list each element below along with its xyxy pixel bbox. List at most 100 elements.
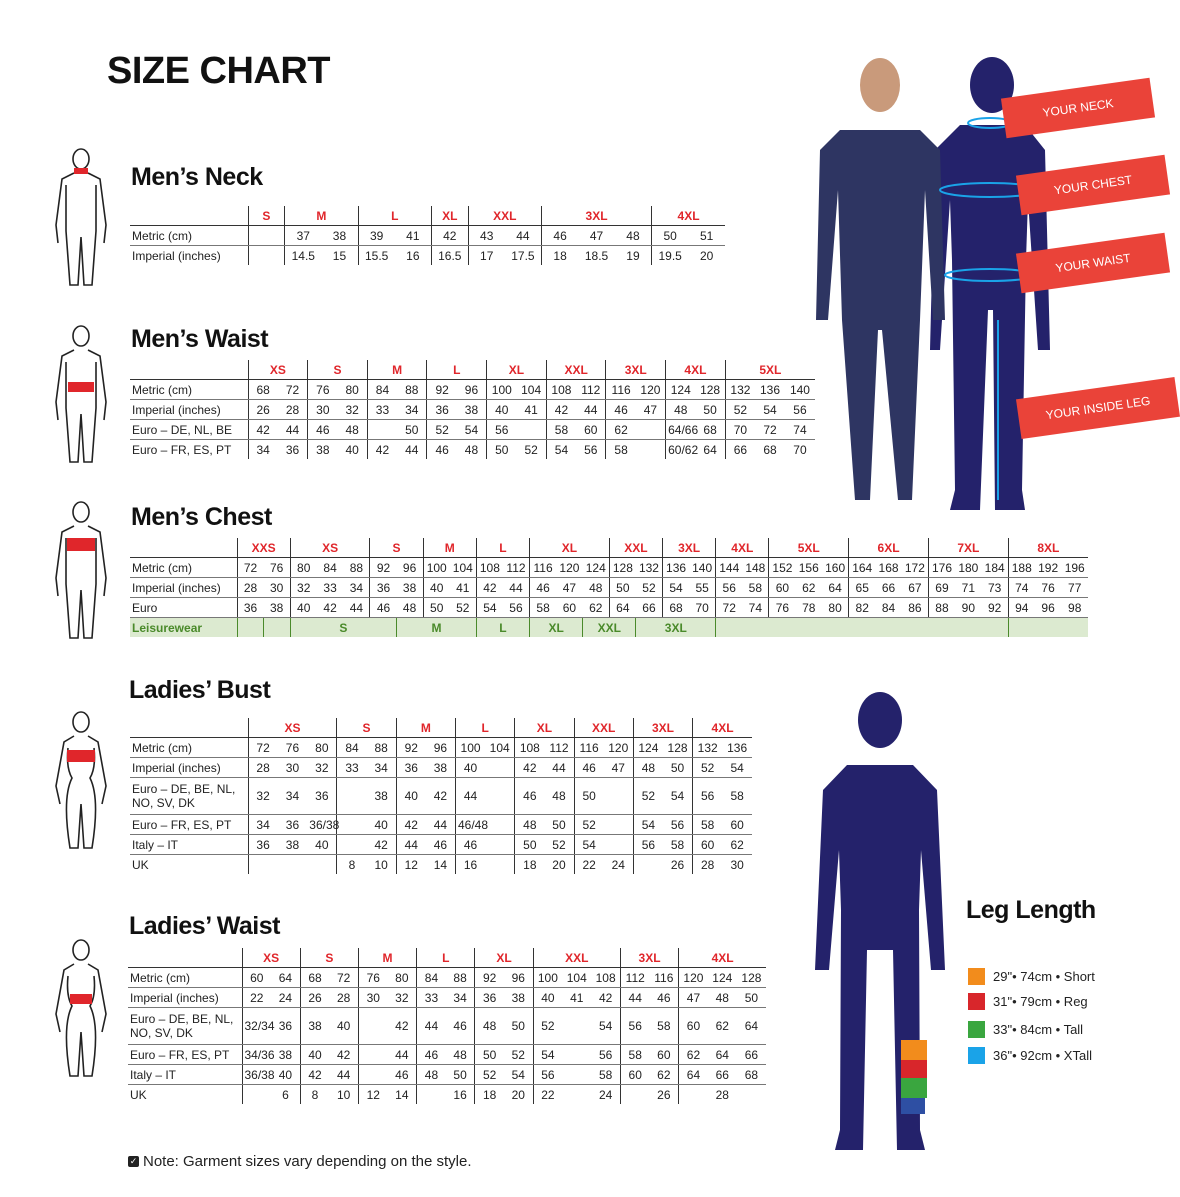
size-value-cell: 20: [552, 857, 566, 872]
size-value-cell: 40: [486, 399, 517, 420]
size-value-cell: 112: [576, 379, 606, 400]
size-value-cell: 30: [263, 577, 291, 598]
size-value-cell: 46: [426, 439, 457, 459]
empty-cell: [130, 538, 237, 558]
size-value-cell: 76: [768, 597, 796, 618]
table-row: Euro – DE, NL, BE 42 44 46 48 50 52 54 56 58 60 62 6…: [130, 419, 815, 440]
size-value-cell: 38: [366, 777, 397, 815]
size-header-row: XS S M L XL XXL 3XL 4XL: [130, 718, 752, 738]
size-value-cell: 47: [578, 225, 615, 246]
size-value-cell: 68: [763, 442, 777, 457]
size-value-cell: 42: [366, 439, 398, 459]
size-value-cell: 46: [529, 577, 557, 598]
size-value-cell: 6: [282, 1087, 289, 1102]
empty-cell: [130, 718, 248, 738]
size-value-cell: 50: [474, 1044, 504, 1065]
size-value-cell: 41: [449, 577, 477, 598]
size-value-cell: 36: [277, 814, 308, 835]
size-value-cell: 56: [532, 1064, 563, 1085]
size-value-cell: 60: [576, 419, 606, 440]
size-value-cell: 54: [503, 1064, 534, 1085]
size-value-cell: 88: [445, 967, 475, 988]
size-value-cell: 40: [454, 757, 486, 778]
size-header: 5XL: [724, 360, 815, 380]
size-value-cell: 132: [724, 379, 756, 400]
size-value-cell: 84: [416, 967, 446, 988]
size-header: S: [369, 538, 424, 558]
size-value-cell: 34: [397, 399, 427, 420]
size-value-cell: 80: [289, 557, 317, 578]
size-value-cell: 132: [692, 737, 723, 758]
size-value-cell: 152: [768, 557, 796, 578]
size-value-cell: 108: [475, 557, 503, 578]
size-value-cell: 44: [387, 1044, 417, 1065]
size-value-cell: 64: [707, 1044, 737, 1065]
size-value-cell: 22: [241, 987, 272, 1008]
size-value-cell: 40: [329, 1007, 359, 1045]
size-value-cell: 70: [724, 419, 756, 440]
size-value-cell: 84: [875, 597, 902, 618]
size-value-cell: 72: [236, 557, 264, 578]
size-header: XL: [514, 718, 575, 738]
checkbox-icon: ✓: [128, 1156, 139, 1167]
table-row: Italy – IT 36 38 40 42 44 46 46 50 52 54 56 58 60 62: [130, 834, 752, 855]
size-value-cell: 100: [532, 967, 563, 988]
size-value-cell: 128: [736, 967, 766, 988]
size-value-cell: 54: [722, 757, 752, 778]
size-header: 6XL: [848, 538, 929, 558]
size-value-cell: 36: [247, 834, 278, 855]
size-header: XXL: [467, 206, 542, 226]
size-value-cell: 68: [662, 597, 690, 618]
row-label: Metric (cm): [130, 557, 237, 578]
size-value-cell: [636, 440, 666, 460]
size-value-cell: 164: [848, 557, 876, 578]
size-value-cell: 140: [784, 379, 815, 400]
size-value-cell: 50: [486, 439, 517, 459]
size-value-cell: [278, 855, 308, 875]
table-row: Metric (cm) 68 72 76 80 84 88 92 96 100 104 108 112 1…: [130, 379, 815, 400]
size-value-cell: 46: [387, 1064, 417, 1085]
size-value-cell: 42: [316, 597, 344, 618]
size-value-cell: 108: [514, 737, 545, 758]
size-value-cell: 44: [395, 834, 426, 855]
size-header: S: [307, 360, 368, 380]
size-value-cell: [357, 1007, 388, 1045]
size-value-cell: 44: [502, 577, 530, 598]
size-value-cell: 36: [271, 1007, 301, 1045]
size-header: XXL: [532, 948, 621, 968]
size-value-cell: 62: [582, 597, 610, 618]
leisurewear-size-cell: [1007, 617, 1088, 637]
size-value-cell: 36: [307, 777, 337, 815]
size-value-cell: [357, 1064, 388, 1085]
size-value-cell: 42: [329, 1044, 359, 1065]
size-value-cell: 24: [611, 857, 625, 872]
size-value-cell: 50: [422, 597, 450, 618]
size-value-cell: 78: [795, 597, 823, 618]
body-outline-neck-icon: [55, 148, 107, 286]
size-header: L: [426, 360, 487, 380]
size-value-cell: 47: [635, 399, 666, 420]
size-value-cell: 104: [449, 557, 477, 578]
size-value-cell: [485, 777, 515, 815]
size-value-cell: 42: [430, 225, 469, 246]
green-swatch-icon: [968, 1021, 985, 1038]
size-value-cell: 26: [670, 857, 685, 872]
size-header: M: [422, 538, 477, 558]
size-value-cell: 80: [387, 967, 417, 988]
leisurewear-size-cell: XL: [529, 617, 583, 637]
section-title-ladies-bust: Ladies’ Bust: [129, 676, 271, 704]
size-value-cell: 66: [635, 597, 663, 618]
size-value-cell: 36: [285, 442, 300, 457]
garment-note: ✓ Note: Garment sizes vary depending on t…: [128, 1153, 472, 1170]
empty-cell: [130, 206, 248, 226]
size-header: 4XL: [692, 718, 752, 738]
size-value-cell: 52: [449, 597, 477, 618]
size-header: 8XL: [1007, 538, 1088, 558]
size-value-cell: 96: [425, 737, 456, 758]
size-header: XS: [247, 718, 337, 738]
size-header: 7XL: [927, 538, 1009, 558]
size-value-cell: 66: [875, 577, 902, 598]
size-value-cell: 72: [247, 737, 278, 758]
size-value-cell: 82: [848, 597, 876, 618]
size-value-cell: 88: [343, 557, 370, 578]
